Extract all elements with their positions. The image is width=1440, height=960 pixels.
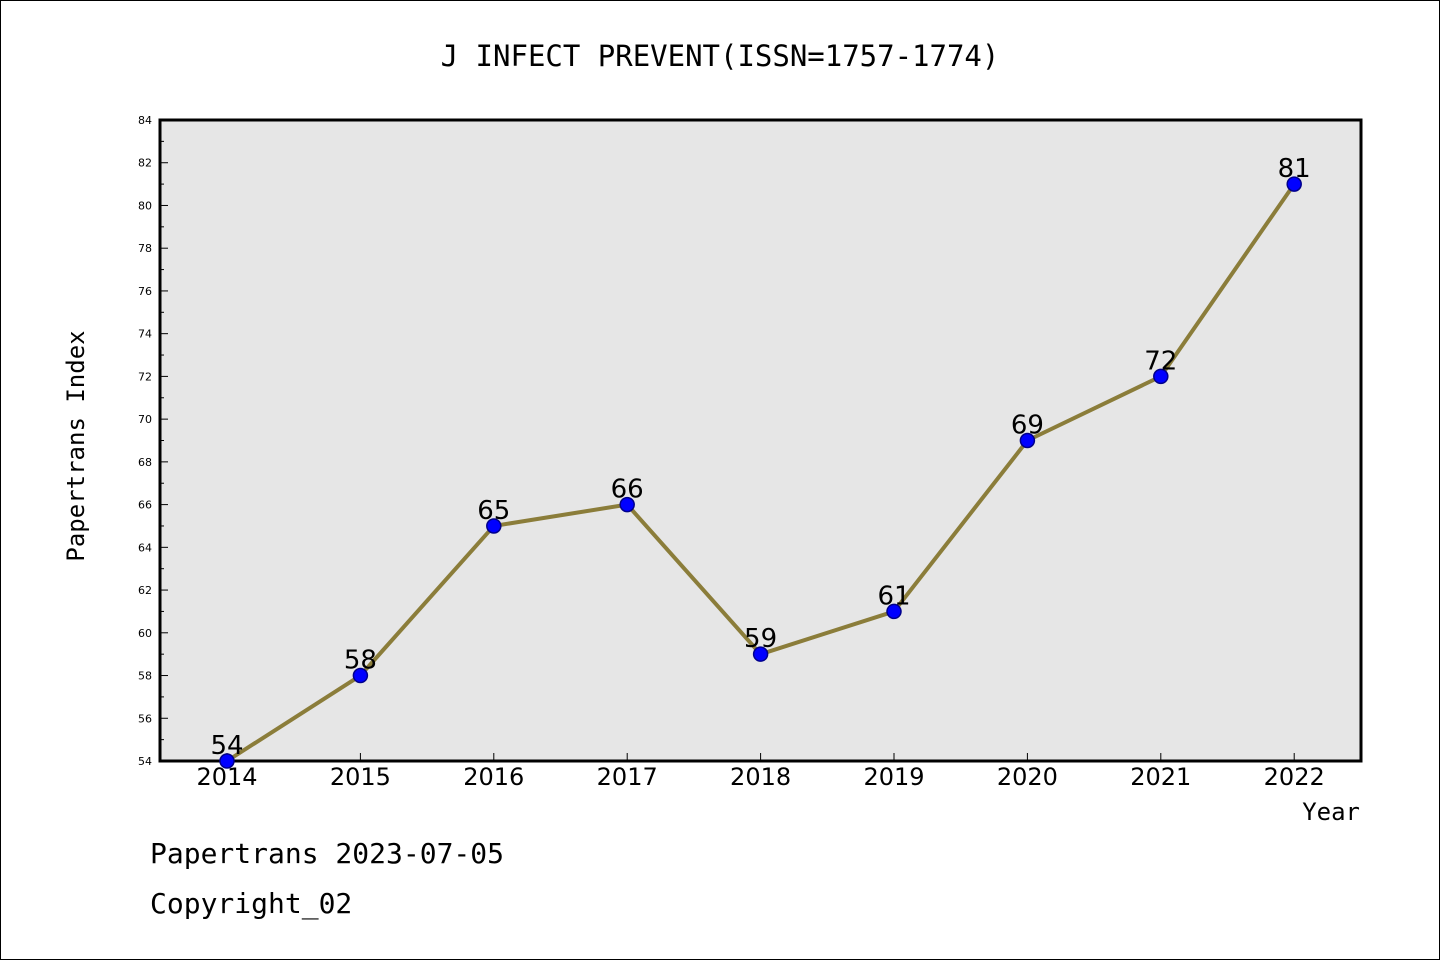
data-label: 59	[744, 624, 777, 654]
data-point	[752, 646, 769, 662]
y-tick-label: 78	[138, 242, 152, 255]
x-axis: 2014 2015 2016 2017 2018 2019 2020 2021 2022	[196, 753, 1325, 791]
data-label: 58	[344, 646, 377, 676]
data-point	[1019, 432, 1036, 449]
y-tick-label: 68	[138, 456, 152, 469]
data-label: 69	[1011, 411, 1044, 441]
y-tick-label: 62	[138, 584, 152, 597]
data-label: 66	[611, 475, 644, 505]
y-tick-label: 76	[138, 285, 152, 298]
data-point	[886, 603, 902, 620]
y-tick-label: 56	[138, 712, 152, 725]
x-tick-label: 2015	[330, 763, 391, 791]
plot-area	[158, 118, 1363, 763]
footer-date: Papertrans 2023-07-05	[150, 837, 504, 870]
x-tick-label: 2019	[863, 763, 924, 791]
data-point	[1153, 368, 1169, 385]
data-point	[1286, 176, 1302, 192]
data-point	[352, 667, 369, 684]
x-tick-label: 2017	[597, 763, 658, 791]
y-tick-label: 54	[138, 755, 152, 768]
y-tick-label: 84	[138, 114, 152, 127]
data-label: 54	[210, 731, 243, 761]
x-axis-title: Year	[1302, 798, 1360, 826]
data-point	[619, 496, 635, 513]
data-label: 65	[477, 496, 510, 526]
y-tick-label: 74	[138, 328, 152, 341]
y-axis: 54 56 58 60 62 64 66 68 70 72 74 76 78 80 82 84	[138, 114, 168, 768]
y-tick-label: 60	[138, 627, 152, 640]
y-tick-label: 58	[138, 670, 152, 683]
y-axis-title: Papertrans Index	[62, 330, 90, 561]
data-point	[219, 753, 235, 769]
x-tick-label: 2020	[997, 763, 1058, 791]
series-layer	[219, 176, 1302, 769]
y-tick-label: 80	[138, 199, 152, 212]
y-tick-label: 66	[138, 499, 152, 512]
x-tick-label: 2022	[1264, 763, 1325, 791]
y-tick-label: 72	[138, 370, 152, 383]
x-tick-label: 2021	[1130, 763, 1191, 791]
x-tick-label: 2016	[463, 763, 524, 791]
y-tick-label: 64	[138, 541, 152, 554]
data-label: 61	[877, 581, 910, 611]
y-tick-label: 70	[138, 413, 152, 426]
data-label: 81	[1278, 154, 1311, 184]
data-label-layer: 54 58 65 66 59 61 69 72 81	[210, 154, 1310, 761]
data-label: 72	[1144, 346, 1177, 376]
y-tick-label: 82	[138, 157, 152, 170]
footer-copyright: Copyright_02	[150, 887, 352, 921]
data-point	[486, 518, 502, 534]
x-tick-label: 2018	[730, 763, 791, 791]
chart-title: J INFECT PREVENT(ISSN=1757-1774)	[441, 39, 1000, 73]
